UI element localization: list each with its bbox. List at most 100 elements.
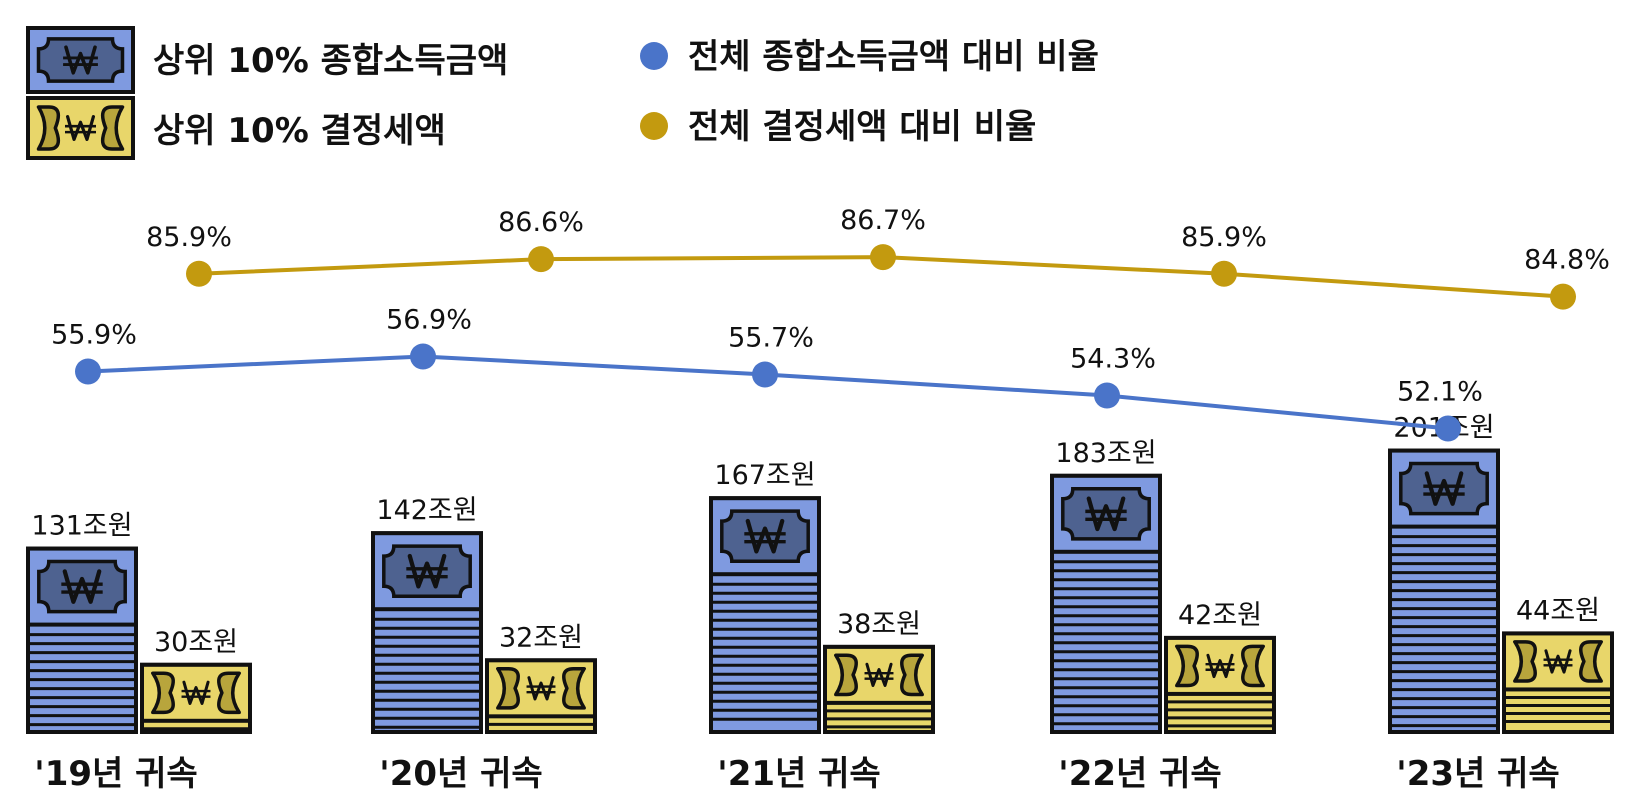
won-symbol-icon xyxy=(1085,496,1127,532)
bill-left-ornament xyxy=(1513,640,1537,683)
won-symbol-icon xyxy=(1543,649,1573,674)
bar-tax-label: 42조원 xyxy=(1178,600,1262,631)
series-income-ratio: 55.9% 56.9% 55.7% 54.3% 52.1% xyxy=(51,305,1483,442)
bar-group-4: 183조원 42조원 '22년 귀속 xyxy=(1050,438,1276,794)
legend-label: 상위 10% 결정세액 xyxy=(153,111,446,151)
bar-tax-top-bill xyxy=(140,662,252,723)
point-income-ratio xyxy=(75,358,101,385)
legend-item-3: 전체 종합소득금액 대비 비율 xyxy=(640,37,1099,77)
won-symbol-icon xyxy=(744,518,786,554)
bar-income-top-bill xyxy=(26,546,138,627)
point-income-ratio-label: 54.3% xyxy=(1070,344,1156,375)
won-symbol-icon xyxy=(61,569,103,604)
legend-label: 상위 10% 종합소득금액 xyxy=(153,41,508,81)
point-income-ratio-label: 56.9% xyxy=(386,305,472,336)
bill-inner-frame xyxy=(37,559,127,614)
won-symbol-icon xyxy=(526,676,556,701)
x-tick-label: '22년 귀속 xyxy=(1058,754,1221,794)
point-income-ratio xyxy=(1094,382,1120,409)
bill-right-ornament xyxy=(100,105,125,151)
x-tick-label: '21년 귀속 xyxy=(717,754,880,794)
legend-dot-icon xyxy=(640,112,668,140)
legend-bill-yellow-icon xyxy=(26,96,135,160)
bar-tax-label: 32조원 xyxy=(499,622,583,653)
legend-item-1: 상위 10% 종합소득금액 xyxy=(26,26,508,94)
bar-income xyxy=(371,531,483,735)
legend-label: 전체 결정세액 대비 비율 xyxy=(688,107,1036,147)
point-tax-ratio-label: 86.6% xyxy=(498,207,584,238)
bar-income xyxy=(26,546,138,734)
bar-income-label: 167조원 xyxy=(714,460,815,491)
legend-item-2: 상위 10% 결정세액 xyxy=(26,96,446,160)
legend-dot-icon xyxy=(640,42,668,70)
bill-inner-frame xyxy=(36,37,125,83)
point-income-ratio-label: 55.7% xyxy=(728,323,814,354)
point-tax-ratio-label: 85.9% xyxy=(1181,222,1267,253)
won-symbol-icon xyxy=(864,662,894,688)
bar-group-2: 142조원 32조원 '20년 귀속 xyxy=(371,495,597,794)
bill-inner-frame xyxy=(1399,461,1489,516)
won-symbol-icon xyxy=(1423,471,1465,506)
point-tax-ratio-label: 86.7% xyxy=(840,205,926,236)
bar-tax xyxy=(140,662,252,734)
point-tax-ratio xyxy=(1550,283,1576,310)
point-tax-ratio xyxy=(186,260,212,287)
point-income-ratio xyxy=(410,343,436,370)
bar-tax-top-bill xyxy=(823,644,935,705)
x-tick-label: '23년 귀속 xyxy=(1396,754,1559,794)
bill-right-ornament xyxy=(900,653,924,697)
point-tax-ratio xyxy=(1211,260,1237,287)
point-income-ratio-label: 55.9% xyxy=(51,320,137,351)
bill-left-ornament xyxy=(1175,644,1199,688)
legend-label: 전체 종합소득금액 대비 비율 xyxy=(688,37,1099,77)
bar-group-3: 167조원 38조원 '21년 귀속 xyxy=(709,460,935,794)
bar-income-top-bill xyxy=(1050,473,1162,554)
bar-income xyxy=(1050,473,1162,734)
point-tax-ratio-label: 84.8% xyxy=(1524,245,1610,276)
bill-left-ornament xyxy=(151,671,175,715)
bill-inner-frame xyxy=(382,544,472,599)
bar-tax-label: 30조원 xyxy=(154,627,238,658)
won-symbol-icon xyxy=(64,115,97,141)
bill-right-ornament xyxy=(1241,644,1265,688)
bill-left-ornament xyxy=(834,653,858,697)
bar-group-1: 131조원 30조원 '19년 귀속 xyxy=(26,511,252,794)
bar-income-top-bill xyxy=(1388,448,1500,529)
bar-tax-label: 44조원 xyxy=(1516,595,1600,626)
bar-income-label: 142조원 xyxy=(376,495,477,526)
bar-tax xyxy=(1164,635,1276,734)
bill-left-ornament xyxy=(496,666,520,710)
x-tick-label: '19년 귀속 xyxy=(34,754,197,794)
bar-income-top-bill xyxy=(371,531,483,612)
bar-tax xyxy=(485,658,597,735)
point-income-ratio xyxy=(752,361,778,388)
bill-right-ornament xyxy=(217,671,241,715)
bar-income-top-bill xyxy=(709,496,821,577)
bar-income xyxy=(1388,448,1500,734)
bar-tax-top-bill xyxy=(1502,631,1614,692)
bar-income-label: 131조원 xyxy=(31,511,132,542)
bar-income-label: 183조원 xyxy=(1055,438,1156,469)
x-tick-label: '20년 귀속 xyxy=(379,754,542,794)
point-income-ratio-label: 52.1% xyxy=(1397,377,1483,408)
legend-bill-blue-icon xyxy=(26,26,135,94)
bill-inner-frame xyxy=(1061,486,1151,541)
won-symbol-icon xyxy=(181,680,211,705)
bar-tax xyxy=(823,644,935,735)
point-income-ratio xyxy=(1435,415,1461,442)
won-symbol-icon xyxy=(63,45,98,75)
bar-income xyxy=(709,496,821,735)
series-tax-ratio: 85.9% 86.6% 86.7% 85.9% 84.8% xyxy=(146,205,1610,310)
bar-tax-top-bill xyxy=(1164,635,1276,696)
bar-group-5: 201조원44조원'23년 귀속 xyxy=(1388,413,1614,794)
point-tax-ratio-label: 85.9% xyxy=(146,222,232,253)
bill-inner-frame xyxy=(720,509,810,564)
point-tax-ratio xyxy=(528,246,554,273)
bar-tax-top-bill xyxy=(485,658,597,719)
won-symbol-icon xyxy=(406,553,448,589)
bar-tax-label: 38조원 xyxy=(837,609,921,640)
bill-left-ornament xyxy=(36,105,61,151)
bar-tax xyxy=(1502,631,1614,734)
